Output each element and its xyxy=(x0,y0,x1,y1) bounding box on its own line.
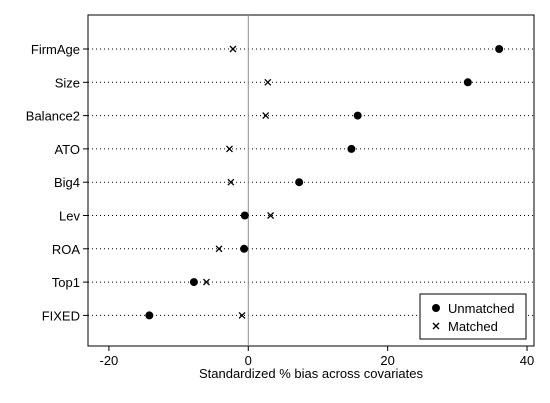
matched-point-stroke xyxy=(262,112,270,120)
category-label: Lev xyxy=(59,209,80,224)
unmatched-point xyxy=(145,311,154,320)
plot-frame xyxy=(87,14,535,347)
matched-point-stroke xyxy=(267,212,275,219)
unmatched-point xyxy=(353,111,362,120)
matched-point-stroke xyxy=(229,45,237,53)
marks-layer xyxy=(145,45,504,320)
legend-marker-matched xyxy=(432,322,440,330)
x-tick-label: -20 xyxy=(100,353,119,368)
category-labels: FirmAge Size Balance2 ATO Big4 Lev ROA Top1 FIXE… xyxy=(26,42,81,323)
unmatched-point xyxy=(495,45,504,53)
matched-point-stroke xyxy=(226,145,233,153)
legend-box xyxy=(419,293,527,340)
matched-point xyxy=(238,311,246,319)
matched-point xyxy=(203,278,210,286)
x-tick-label: 0 xyxy=(245,353,252,368)
legend-marker-unmatched xyxy=(432,304,440,312)
unmatched-point xyxy=(240,211,249,220)
matched-point xyxy=(227,178,235,186)
category-label: Top1 xyxy=(52,275,80,290)
grid-layer xyxy=(83,48,534,316)
x-tick-label: 20 xyxy=(380,353,394,368)
category-label: FIXED xyxy=(42,308,80,323)
matched-point-stroke xyxy=(238,311,246,319)
matched-point-stroke xyxy=(203,278,210,286)
matched-point-stroke xyxy=(215,245,223,253)
matched-point xyxy=(215,245,223,253)
category-label: Big4 xyxy=(54,175,80,190)
category-label: ATO xyxy=(54,142,80,157)
category-label: ROA xyxy=(52,242,81,257)
unmatched-point xyxy=(189,278,198,287)
legend-label-matched: Matched xyxy=(448,319,498,334)
unmatched-point xyxy=(295,178,304,187)
x-tick-label: 40 xyxy=(520,353,534,368)
x-axis-title: Standardized % bias across covariates xyxy=(199,366,424,381)
category-label: Balance2 xyxy=(26,109,80,124)
matched-point xyxy=(226,145,233,153)
matched-point xyxy=(267,212,275,219)
matched-point-stroke xyxy=(227,178,235,186)
matched-point-stroke xyxy=(264,78,272,86)
unmatched-point xyxy=(463,78,472,87)
unmatched-point xyxy=(347,144,356,153)
legend-label-unmatched: Unmatched xyxy=(448,301,514,316)
matched-point xyxy=(264,78,272,86)
x-axis-ticks: -20 0 20 40 xyxy=(100,346,534,368)
category-label: Size xyxy=(55,75,80,90)
matched-point xyxy=(262,112,270,120)
legend: Unmatched Matched xyxy=(419,293,527,340)
matched-point xyxy=(229,45,237,53)
unmatched-point xyxy=(240,244,249,253)
category-label: FirmAge xyxy=(31,42,80,57)
